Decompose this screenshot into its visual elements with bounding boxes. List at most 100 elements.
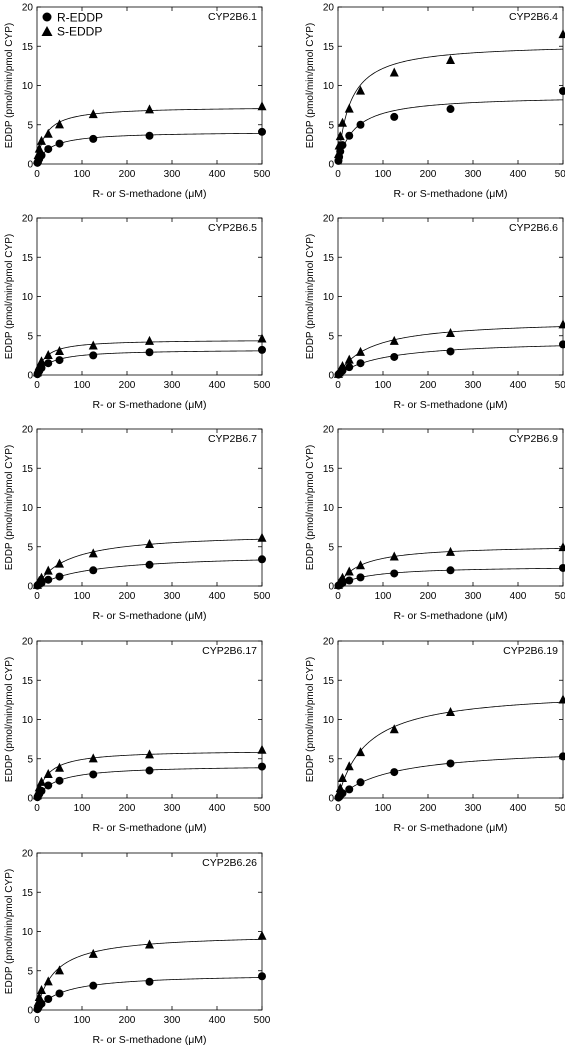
- s-eddp-point: [334, 787, 344, 797]
- x-tick-label: 300: [164, 380, 181, 391]
- s-eddp-point: [145, 335, 154, 345]
- s-eddp-point: [356, 560, 365, 570]
- x-axis-label: R- or S-methadone (μM): [394, 610, 508, 622]
- y-tick-label: 0: [27, 160, 33, 171]
- s-eddp-point: [333, 149, 343, 159]
- y-tick-label: 5: [27, 542, 33, 553]
- panel-title: CYP2B6.19: [503, 645, 558, 657]
- x-tick-label: 100: [74, 169, 91, 180]
- x-tick-label: 300: [465, 169, 482, 180]
- y-axis-label: EDDP (pmol/min/pmol CYP): [4, 657, 15, 782]
- s-eddp-point: [88, 753, 98, 763]
- x-tick-label: 500: [254, 380, 271, 391]
- s-eddp-point: [88, 948, 98, 958]
- r-eddp-point: [446, 347, 455, 356]
- s-eddp-point: [145, 538, 154, 548]
- legend-circle-icon: [42, 12, 52, 22]
- x-axis-label: R- or S-methadone (μM): [394, 188, 508, 200]
- y-tick-label: 15: [22, 253, 34, 264]
- r-eddp-point: [390, 352, 399, 361]
- r-eddp-point: [345, 576, 354, 585]
- y-tick-label: 0: [328, 794, 334, 805]
- r-eddp-point: [145, 560, 154, 569]
- r-eddp-point: [89, 134, 98, 143]
- s-eddp-point: [338, 360, 347, 370]
- s-eddp-point: [334, 140, 344, 150]
- x-tick-label: 200: [119, 169, 136, 180]
- r-eddp-point: [55, 776, 64, 785]
- y-tick-label: 20: [22, 637, 34, 648]
- y-axis-label: EDDP (pmol/min/pmol CYP): [305, 445, 316, 570]
- y-tick-label: 20: [323, 425, 335, 436]
- r-eddp-point: [258, 345, 266, 354]
- x-axis-label: R- or S-methadone (μM): [394, 399, 508, 411]
- x-tick-label: 100: [375, 803, 392, 814]
- s-eddp-point: [344, 761, 354, 771]
- x-tick-label: 400: [209, 803, 226, 814]
- r-eddp-point: [145, 766, 154, 775]
- x-tick-label: 200: [420, 169, 437, 180]
- y-tick-label: 0: [27, 371, 33, 382]
- s-eddp-fit-curve: [36, 751, 263, 798]
- panel-title: CYP2B6.4: [509, 11, 558, 23]
- y-tick-label: 0: [27, 794, 33, 805]
- y-tick-label: 20: [22, 849, 34, 860]
- plot-frame: [36, 852, 263, 1011]
- x-tick-label: 500: [555, 169, 565, 180]
- r-eddp-point: [258, 555, 266, 564]
- s-eddp-point: [389, 551, 399, 561]
- s-eddp-point: [34, 360, 44, 370]
- s-eddp-point: [446, 327, 455, 337]
- y-tick-label: 10: [323, 81, 335, 92]
- x-tick-label: 0: [34, 169, 40, 180]
- s-eddp-point: [257, 532, 267, 542]
- r-eddp-point: [89, 566, 98, 575]
- y-tick-label: 20: [323, 214, 335, 225]
- panel-title: CYP2B6.6: [509, 222, 558, 234]
- r-eddp-point: [345, 131, 354, 140]
- s-eddp-point: [55, 965, 64, 975]
- y-tick-label: 20: [22, 425, 34, 436]
- panel-title: CYP2B6.9: [509, 433, 558, 445]
- r-eddp-point: [356, 573, 365, 582]
- x-tick-label: 500: [254, 1015, 271, 1026]
- x-tick-label: 300: [164, 591, 181, 602]
- x-tick-label: 400: [209, 169, 226, 180]
- s-eddp-point: [33, 787, 43, 797]
- s-eddp-point: [32, 154, 42, 164]
- s-eddp-point: [335, 131, 345, 141]
- s-eddp-point: [34, 782, 44, 792]
- x-tick-label: 400: [209, 1015, 226, 1026]
- y-axis-label: EDDP (pmol/min/pmol CYP): [4, 445, 15, 570]
- s-eddp-point: [257, 101, 267, 111]
- r-eddp-point: [258, 972, 266, 981]
- y-tick-label: 15: [323, 676, 335, 687]
- r-eddp-point: [44, 575, 53, 584]
- x-tick-label: 200: [420, 591, 437, 602]
- x-tick-label: 300: [465, 803, 482, 814]
- x-tick-label: 400: [510, 591, 527, 602]
- r-eddp-point: [559, 563, 565, 572]
- r-eddp-point: [559, 340, 565, 349]
- x-tick-label: 200: [119, 1015, 136, 1026]
- s-eddp-point: [338, 572, 347, 582]
- r-eddp-point: [55, 989, 64, 998]
- s-eddp-point: [344, 103, 354, 113]
- s-eddp-point: [55, 119, 64, 129]
- y-axis-label: EDDP (pmol/min/pmol CYP): [305, 234, 316, 359]
- x-tick-label: 400: [510, 803, 527, 814]
- s-eddp-point: [446, 546, 455, 556]
- y-tick-label: 10: [22, 81, 34, 92]
- s-eddp-point: [55, 346, 64, 356]
- s-eddp-point: [257, 333, 267, 343]
- s-eddp-point: [34, 992, 44, 1002]
- x-tick-label: 0: [335, 169, 341, 180]
- r-eddp-fit-curve: [337, 99, 564, 164]
- r-eddp-point: [55, 572, 64, 581]
- y-tick-label: 10: [22, 292, 34, 303]
